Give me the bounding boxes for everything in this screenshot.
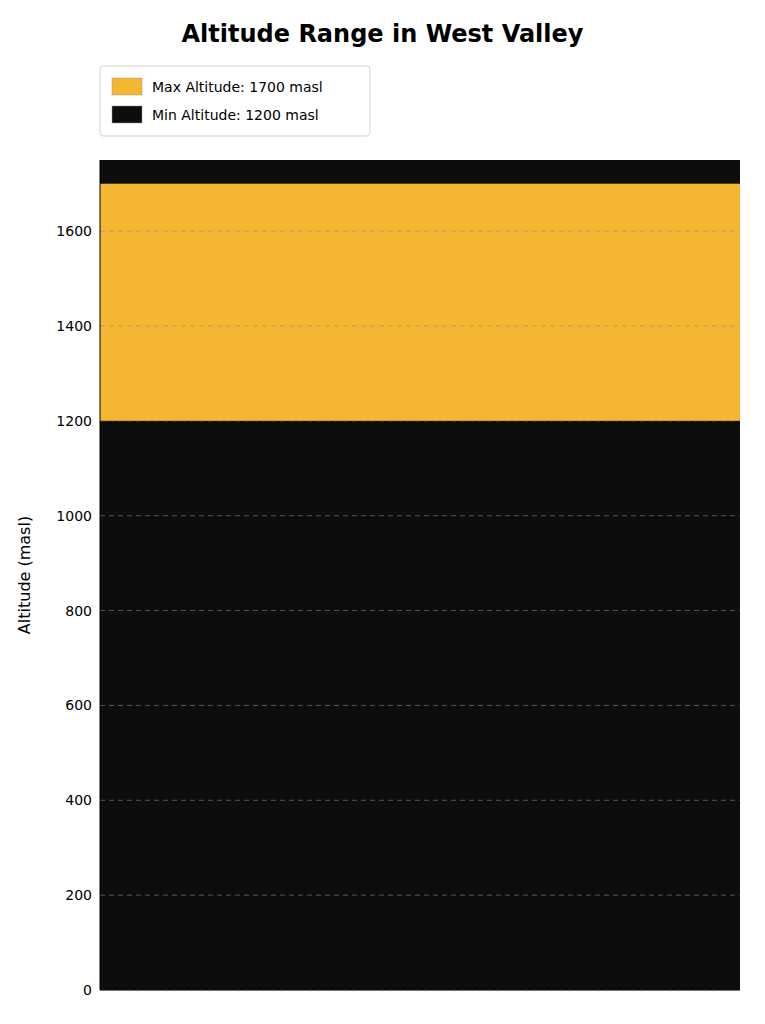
legend-frame xyxy=(100,66,370,136)
plot-background xyxy=(100,160,740,990)
tick-label: 0 xyxy=(83,982,92,998)
tick-label: 1200 xyxy=(56,413,92,429)
grid-line xyxy=(100,326,740,327)
grid-line xyxy=(100,800,740,801)
legend-label: Min Altitude: 1200 masl xyxy=(152,107,319,123)
tick-label: 600 xyxy=(65,697,92,713)
min-band xyxy=(100,421,740,990)
grid-line xyxy=(100,610,740,611)
tick-label: 400 xyxy=(65,792,92,808)
chart: Altitude Range in West Valley Max Altitud… xyxy=(0,0,765,1024)
x-axis-line xyxy=(100,990,740,991)
legend: Max Altitude: 1700 masl Min Altitude: 120… xyxy=(100,66,370,136)
grid-line xyxy=(100,515,740,516)
grid-line xyxy=(100,420,740,421)
grid-line xyxy=(100,990,740,991)
tick-label: 200 xyxy=(65,887,92,903)
grid-line xyxy=(100,895,740,896)
tick-label: 800 xyxy=(65,603,92,619)
y-axis-label: Altitude (masl) xyxy=(15,516,34,634)
tick-label: 1400 xyxy=(56,318,92,334)
legend-swatch xyxy=(112,78,142,95)
tick-label: 1000 xyxy=(56,508,92,524)
y-axis-line xyxy=(100,160,101,990)
tick-label: 1600 xyxy=(56,223,92,239)
legend-label: Max Altitude: 1700 masl xyxy=(152,79,323,95)
range-band xyxy=(100,184,740,421)
grid-line xyxy=(100,705,740,706)
bands xyxy=(100,184,740,990)
grid-line xyxy=(100,231,740,232)
title: Altitude Range in West Valley xyxy=(182,20,584,48)
legend-swatch xyxy=(112,106,142,123)
